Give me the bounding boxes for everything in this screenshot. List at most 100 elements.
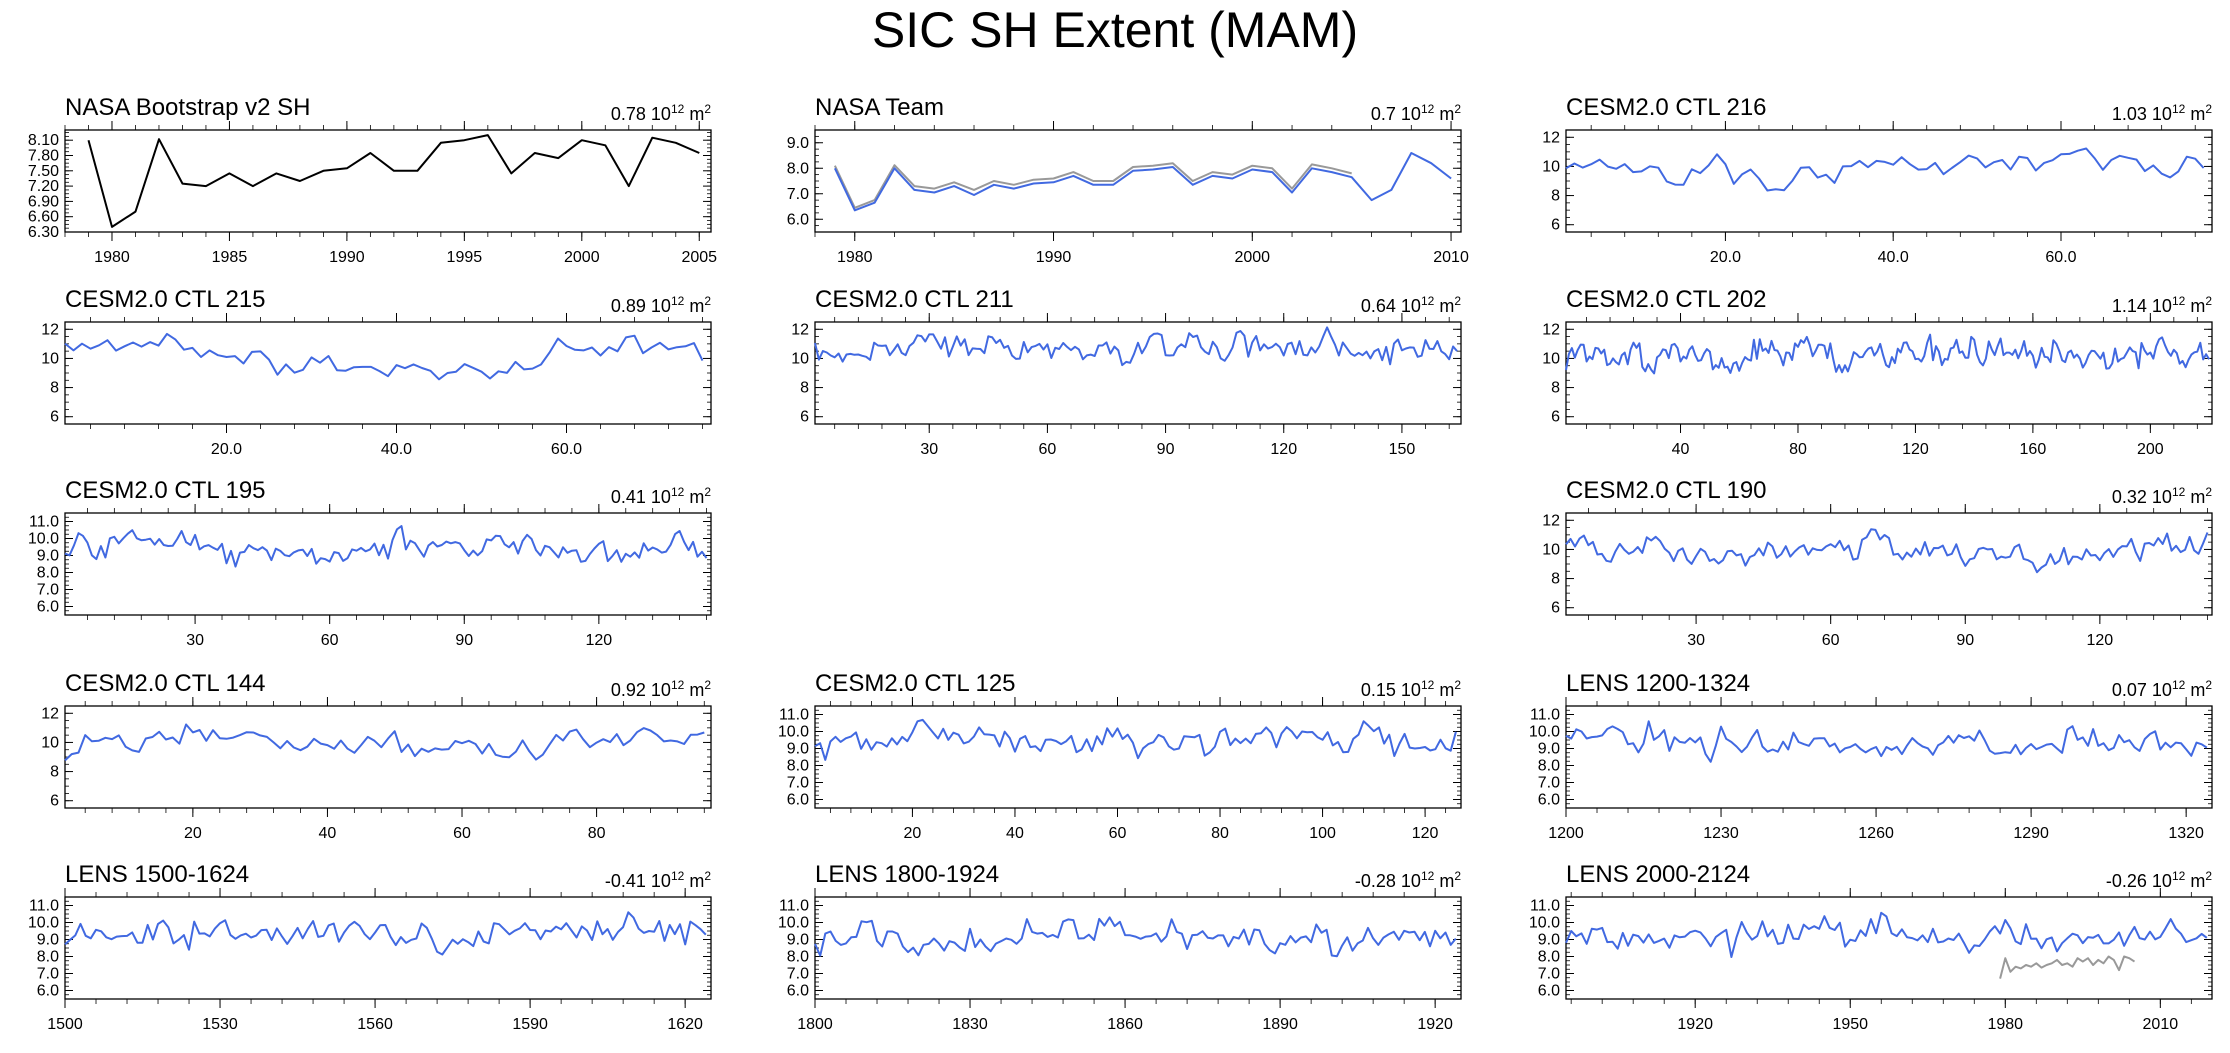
x-tick-label: 80	[1211, 825, 1229, 842]
y-tick-label: 8.10	[28, 132, 59, 149]
x-tick-label: 30	[186, 632, 204, 649]
trend-label: -0.41 1012 m2	[605, 864, 711, 893]
panel-title: CESM2.0 CTL 125	[815, 670, 1016, 697]
plot-frame	[64, 129, 712, 233]
panel-title: CESM2.0 CTL 216	[1566, 94, 1767, 121]
y-tick-label: 9.0	[787, 741, 809, 758]
x-tick-label: 1200	[1548, 825, 1584, 842]
panel-title: CESM2.0 CTL 202	[1566, 286, 1767, 313]
chart-plot: 6.306.606.907.207.507.808.10 1980 1985 1990…	[28, 121, 717, 266]
x-tick-label: 1830	[952, 1016, 988, 1033]
x-tick-label: 120	[1902, 441, 1929, 458]
y-tick-label: 11.0	[779, 898, 809, 915]
x-tick-label: 40	[1672, 441, 1690, 458]
x-tick-label: 1980	[1987, 1016, 2023, 1033]
chart-plot: 6 8 10 12 20.0 40.0 60.0	[1542, 121, 2213, 266]
plot-frame	[1565, 705, 2213, 809]
trend-value: 1.03	[2111, 104, 2147, 124]
x-tick-label: 60	[1822, 632, 1840, 649]
x-tick-label: 40.0	[1878, 249, 1909, 266]
trend-units: 1012 m2	[645, 678, 711, 700]
y-tick-label: 7.0	[37, 966, 59, 983]
y-tick-label: 6.0	[1538, 983, 1560, 1000]
trend-value: 1.14	[2111, 296, 2147, 316]
trend-value: -0.28	[1354, 871, 1396, 891]
x-tick-label: 120	[2086, 632, 2113, 649]
x-tick-label: 60	[1039, 441, 1057, 458]
trend-label: 0.7 1012 m2	[1371, 97, 1461, 126]
y-tick-label: 11.0	[1530, 898, 1560, 915]
y-tick-label: 11.0	[779, 707, 809, 724]
y-tick-label: 9.0	[37, 932, 59, 949]
y-tick-label: 7.0	[37, 582, 59, 599]
trend-label: 0.32 1012 m2	[2112, 480, 2212, 509]
page-title: SIC SH Extent (MAM)	[871, 2, 1359, 58]
x-tick-label: 20	[184, 825, 202, 842]
x-tick-label: 2010	[1433, 249, 1469, 266]
trend-value: 0.32	[2111, 487, 2147, 507]
trend-units: 1012 m2	[645, 869, 711, 891]
x-tick-label: 120	[585, 632, 612, 649]
x-tick-label: 60	[1109, 825, 1127, 842]
trend-value: 0.15	[1360, 680, 1396, 700]
y-tick-label: 12	[1542, 129, 1560, 146]
x-tick-label: 100	[1309, 825, 1336, 842]
panel-header: LENS 1200-1324 0.07 1012 m2	[1566, 670, 2212, 702]
x-tick-label: 20.0	[211, 441, 242, 458]
y-tick-label: 10.0	[1529, 724, 1560, 741]
y-tick-label: 7.50	[28, 163, 59, 180]
trend-units: 1012 m2	[2146, 294, 2212, 316]
x-tick-label: 1860	[1107, 1016, 1143, 1033]
x-tick-label: 1980	[94, 249, 130, 266]
series-line-0	[1565, 333, 2210, 375]
series-line-0	[814, 326, 1458, 367]
y-tick-label: 8.0	[787, 160, 809, 177]
x-tick-label: 80	[588, 825, 606, 842]
trend-label: -0.28 1012 m2	[1355, 864, 1461, 893]
x-tick-label: 1985	[212, 249, 248, 266]
y-tick-label: 8	[1551, 380, 1560, 397]
trend-value: 0.64	[1360, 296, 1396, 316]
y-tick-label: 10	[1542, 158, 1560, 175]
y-tick-label: 6	[1551, 217, 1560, 234]
x-tick-label: 1800	[797, 1016, 833, 1033]
trend-units: 1012 m2	[1395, 294, 1461, 316]
y-tick-label: 10.0	[778, 915, 809, 932]
trend-value: 0.89	[610, 296, 646, 316]
trend-units: 1012 m2	[1395, 869, 1461, 891]
y-tick-label: 6.60	[28, 209, 59, 226]
panel-header: CESM2.0 CTL 144 0.92 1012 m2	[65, 670, 711, 702]
x-tick-label: 160	[2020, 441, 2047, 458]
trend-units: 1012 m2	[1395, 102, 1461, 124]
x-tick-label: 1950	[1832, 1016, 1868, 1033]
x-tick-label: 1500	[47, 1016, 83, 1033]
chart-plot: 6 8 10 12 20.0 40.0 60.0	[41, 313, 712, 458]
trend-units: 1012 m2	[1395, 678, 1461, 700]
y-tick-label: 8.0	[787, 758, 809, 775]
y-tick-label: 8.0	[1538, 758, 1560, 775]
plot-frame	[64, 896, 712, 1000]
y-tick-label: 8.0	[37, 949, 59, 966]
x-tick-label: 1980	[837, 249, 873, 266]
y-tick-label: 7.0	[787, 186, 809, 203]
panel-title: CESM2.0 CTL 195	[65, 477, 266, 504]
trend-value: -0.41	[604, 871, 646, 891]
chart-plot: 6.0 7.0 8.0 9.0 1980 1990 2000 2010	[787, 121, 1469, 266]
plot-frame	[814, 129, 1462, 233]
y-tick-label: 6	[1551, 600, 1560, 617]
x-tick-label: 1990	[329, 249, 365, 266]
x-tick-label: 60.0	[551, 441, 582, 458]
y-tick-label: 10.0	[778, 724, 809, 741]
y-tick-label: 7.0	[1538, 775, 1560, 792]
x-tick-label: 1620	[667, 1016, 703, 1033]
plot-frame	[64, 321, 712, 425]
y-tick-label: 10	[41, 734, 59, 751]
y-tick-label: 10	[41, 350, 59, 367]
panel-title: CESM2.0 CTL 211	[815, 286, 1014, 313]
x-tick-label: 1990	[1036, 249, 1072, 266]
y-tick-label: 8	[1551, 188, 1560, 205]
y-tick-label: 6.30	[28, 224, 59, 241]
panel-title: NASA Team	[815, 94, 944, 121]
x-tick-label: 30	[1687, 632, 1705, 649]
y-tick-label: 6.0	[787, 211, 809, 228]
